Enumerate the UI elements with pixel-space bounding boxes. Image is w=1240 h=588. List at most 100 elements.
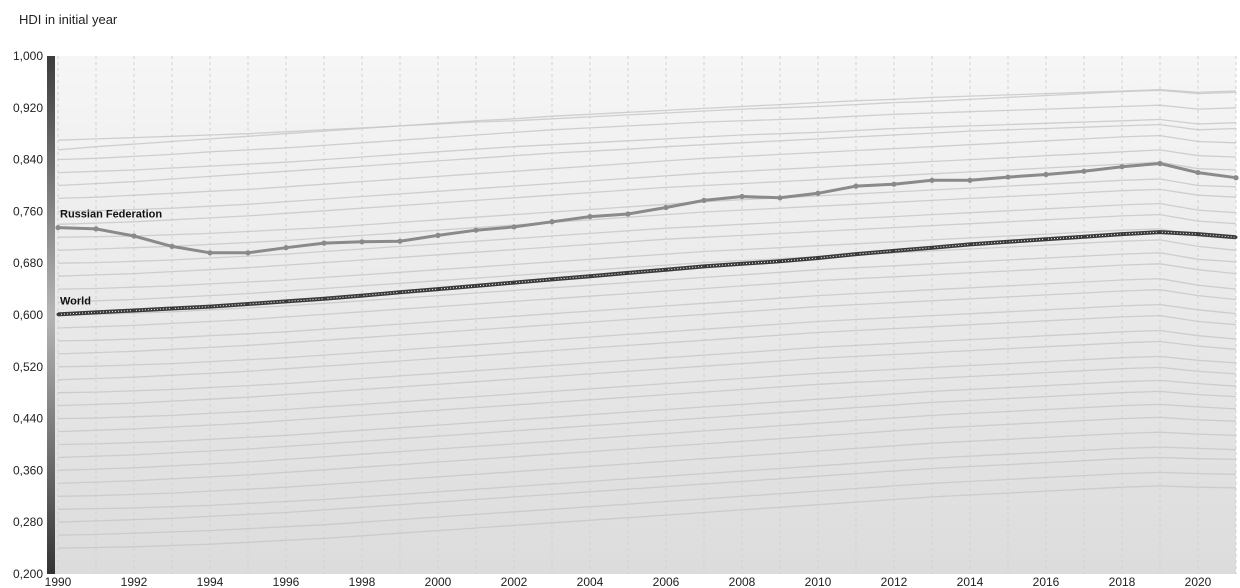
x-tick-label: 1990 bbox=[45, 575, 72, 588]
series-point bbox=[93, 226, 99, 232]
background-series-line bbox=[57, 188, 1237, 251]
x-tick-label: 2010 bbox=[805, 575, 832, 588]
x-tick-label: 1996 bbox=[273, 575, 300, 588]
series-point bbox=[283, 245, 289, 251]
background-series-line bbox=[57, 202, 1237, 264]
series-point bbox=[359, 239, 365, 245]
y-tick-label: 0,440 bbox=[13, 412, 43, 426]
background-series-line bbox=[57, 134, 1237, 200]
series-point bbox=[588, 274, 592, 278]
series-point bbox=[550, 277, 554, 281]
y-tick-label: 0,760 bbox=[13, 204, 43, 218]
y-tick-label: 0,360 bbox=[13, 463, 43, 477]
series-point bbox=[1196, 232, 1200, 236]
background-series-line bbox=[57, 485, 1237, 549]
series-point bbox=[474, 284, 478, 288]
series-point bbox=[245, 250, 251, 256]
background-series-line bbox=[57, 228, 1237, 290]
background-series-line bbox=[57, 89, 1237, 151]
series-point bbox=[626, 271, 630, 275]
background-series-line bbox=[57, 416, 1237, 485]
series-point bbox=[55, 224, 61, 231]
series-point bbox=[663, 204, 669, 211]
series-point bbox=[1233, 175, 1239, 181]
series-point bbox=[1005, 174, 1011, 180]
background-series-line bbox=[57, 161, 1237, 225]
x-tick-label: 2002 bbox=[501, 575, 528, 588]
x-tick-label: 1992 bbox=[121, 575, 148, 588]
x-tick-label: 2014 bbox=[957, 575, 984, 588]
series-point bbox=[170, 307, 174, 311]
series-label: World bbox=[60, 295, 91, 307]
background-series-line bbox=[57, 149, 1237, 213]
series-point bbox=[967, 177, 973, 183]
series-point bbox=[625, 211, 631, 217]
series-point bbox=[511, 224, 517, 230]
x-tick-label: 2000 bbox=[425, 575, 452, 588]
x-tick-label: 2004 bbox=[577, 575, 604, 588]
y-tick-label: 0,680 bbox=[13, 256, 43, 270]
series-line bbox=[57, 161, 1237, 255]
series-point bbox=[436, 287, 440, 291]
background-series bbox=[57, 89, 1237, 549]
background-series-line bbox=[57, 329, 1237, 394]
x-axis-ticks: 1990 1992 1994 1996 1998 2000 2002 2004 2006 2008… bbox=[45, 575, 1212, 588]
series-point bbox=[740, 262, 744, 266]
series-point bbox=[360, 294, 364, 298]
series-point bbox=[549, 219, 555, 225]
y-tick-label: 0,600 bbox=[13, 308, 43, 322]
plot-background bbox=[50, 56, 1236, 574]
highlighted-series bbox=[55, 160, 1239, 317]
background-series-line bbox=[57, 89, 1237, 141]
background-series-line bbox=[57, 303, 1237, 368]
series-point bbox=[473, 227, 479, 233]
background-series-line bbox=[57, 118, 1237, 174]
series-line-pattern bbox=[57, 231, 1237, 315]
y-tick-label: 0,920 bbox=[13, 101, 43, 115]
background-series-line bbox=[57, 355, 1237, 420]
series-point bbox=[208, 305, 212, 309]
series-point bbox=[930, 246, 934, 250]
series-point bbox=[1195, 169, 1201, 176]
series-point bbox=[397, 238, 403, 244]
x-tick-label: 1994 bbox=[197, 575, 224, 588]
x-tick-label: 2018 bbox=[1109, 575, 1136, 588]
background-series-line bbox=[57, 263, 1237, 329]
x-tick-label: 2008 bbox=[729, 575, 756, 588]
series-point bbox=[739, 193, 745, 200]
series-labels: Russian Federation World bbox=[60, 209, 162, 308]
series-point bbox=[777, 195, 783, 201]
series-point bbox=[321, 240, 327, 246]
series-point bbox=[169, 243, 175, 249]
x-tick-label: 2016 bbox=[1033, 575, 1060, 588]
series-point bbox=[284, 299, 288, 303]
series-point bbox=[1234, 235, 1238, 239]
background-series-line bbox=[57, 239, 1237, 303]
background-series-line bbox=[57, 403, 1237, 472]
header-label: HDI in initial year bbox=[19, 12, 118, 27]
series-point bbox=[702, 264, 706, 268]
series-point bbox=[1006, 240, 1010, 244]
x-tick-label: 1998 bbox=[349, 575, 376, 588]
background-series-line bbox=[57, 289, 1237, 355]
series-point bbox=[778, 259, 782, 263]
series-point bbox=[322, 297, 326, 301]
series-point bbox=[1081, 168, 1087, 174]
series-label: Russian Federation bbox=[60, 209, 162, 221]
background-series-line bbox=[57, 379, 1237, 446]
series-point bbox=[1044, 237, 1048, 241]
background-series-line bbox=[57, 431, 1237, 497]
background-series-line bbox=[57, 213, 1237, 277]
series-point bbox=[929, 177, 935, 183]
x-tick-label: 2020 bbox=[1185, 575, 1212, 588]
series-point bbox=[1120, 232, 1124, 236]
series-point bbox=[132, 308, 136, 312]
series-point bbox=[968, 242, 972, 246]
y-tick-label: 1,000 bbox=[13, 49, 43, 63]
background-series-line bbox=[57, 252, 1237, 316]
series-point bbox=[435, 232, 441, 238]
series-point bbox=[587, 213, 593, 220]
series-point bbox=[1158, 230, 1162, 234]
background-series-line bbox=[57, 178, 1237, 238]
